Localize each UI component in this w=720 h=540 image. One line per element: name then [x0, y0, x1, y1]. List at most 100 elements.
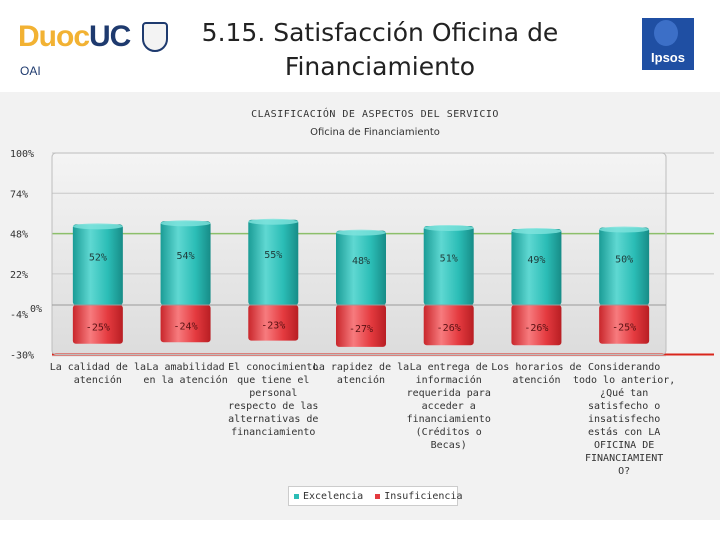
logo-part-uc: UC — [89, 20, 131, 53]
logo-part-duoc: Duoc — [18, 20, 90, 53]
bar-insuficiencia — [423, 305, 474, 346]
legend-label-insuficiencia: Insuficiencia — [384, 490, 463, 502]
duoc-uc-logo: DuocUC — [18, 20, 131, 54]
data-label-excelencia: 55% — [264, 250, 282, 261]
x-category-label-line: atención — [74, 374, 122, 386]
legend-item-excelencia: Excelencia — [294, 491, 363, 502]
x-category-label-line: personal — [249, 388, 297, 399]
x-category-label-line: ¿Qué tan — [600, 387, 648, 399]
bar-insuficiencia — [160, 305, 211, 343]
data-label-insuficiencia: -26% — [524, 323, 548, 334]
x-category-label-line: financiamiento — [407, 414, 491, 425]
data-label-insuficiencia: -23% — [261, 321, 285, 332]
bar-insuficiencia — [248, 305, 299, 341]
bar-excelencia-cap — [511, 228, 562, 235]
bar-insuficiencia — [72, 305, 123, 344]
x-category-label-line: La amabilidad — [146, 362, 224, 373]
x-category-label-line: insatisfecho — [588, 414, 660, 425]
legend-swatch-excelencia — [294, 493, 299, 499]
data-label-excelencia: 48% — [352, 256, 370, 267]
x-category-label-line: Los horarios de — [491, 362, 581, 373]
x-category-label-line: respecto de las — [228, 401, 318, 412]
legend-label-excelencia: Excelencia — [303, 490, 364, 502]
slide-header: DuocUC OAI 5.15. Satisfacción Oficina de… — [0, 0, 720, 92]
bar-excelencia — [423, 225, 474, 305]
bar-excelencia — [248, 219, 299, 305]
legend-swatch-insuficiencia — [375, 493, 381, 499]
bar-excelencia — [336, 230, 386, 305]
x-category-label: La amabilidad en la atención — [143, 362, 227, 386]
x-category-label: Considerando todo lo anterior, ¿Qué tan sat… — [573, 362, 675, 477]
ipsos-logo-text: Ipsos — [651, 50, 685, 65]
x-category-label-line: acceder a — [422, 401, 476, 412]
chart-subtitle: Oficina de Financiamiento — [310, 127, 440, 138]
bar-excelencia — [599, 227, 650, 305]
x-category-label-line: atención — [512, 374, 560, 386]
x-category-label-line: La rapidez de la — [313, 362, 409, 373]
x-category-label-line: información — [416, 374, 482, 386]
data-label-insuficiencia: -27% — [349, 324, 373, 335]
chart-legend: Excelencia Insuficiencia — [288, 486, 463, 506]
x-category-label-line: O? — [618, 466, 630, 477]
x-category-label-line: (Créditos o — [416, 426, 482, 438]
bar-excelencia-cap — [599, 226, 650, 233]
bar-excelencia — [160, 221, 211, 305]
data-label-insuficiencia: -25% — [86, 322, 110, 333]
bar-excelencia-cap — [160, 220, 211, 227]
bar-insuficiencia — [599, 305, 650, 344]
x-category-label-line: requerida para — [407, 388, 491, 399]
x-category-label-line: OFICINA DE — [594, 440, 654, 451]
data-label-insuficiencia: -24% — [174, 321, 198, 332]
x-category-label-line: en la atención — [143, 374, 227, 386]
data-label-excelencia: 54% — [177, 251, 195, 262]
x-category-label-line: La calidad de la — [50, 362, 146, 373]
x-category-label-line: alternativas de — [228, 414, 318, 425]
y-tick-label: 0% — [30, 304, 42, 315]
bar-insuficiencia — [336, 305, 386, 347]
y-tick-label: 74% — [10, 189, 28, 200]
data-label-insuficiencia: -26% — [437, 323, 461, 334]
x-category-label-line: estás con LA — [588, 426, 660, 438]
slide-title: 5.15. Satisfacción Oficina de Financiami… — [201, 18, 559, 81]
bar-insuficiencia — [511, 305, 562, 346]
x-category-label: La entrega de información requerida para ac… — [407, 362, 491, 451]
data-label-excelencia: 50% — [615, 254, 633, 265]
x-category-label-line: El conocimiento — [228, 362, 318, 373]
data-label-excelencia: 49% — [527, 255, 545, 266]
y-tick-label: 22% — [10, 270, 28, 281]
x-category-label-line: atención — [337, 374, 385, 386]
footer-strip — [0, 520, 720, 540]
bar-excelencia-cap — [72, 223, 123, 230]
y-tick-label: -4% — [10, 310, 28, 321]
y-tick-label: -30% — [10, 351, 34, 362]
x-category-label: Los horarios de atención — [491, 362, 581, 386]
y-tick-label: 100% — [10, 149, 34, 160]
x-category-label-line: financiamiento — [231, 427, 315, 438]
unit-label: OAI — [20, 64, 41, 78]
x-category-label-line: que tiene el — [237, 375, 309, 386]
data-label-excelencia: 51% — [440, 254, 458, 265]
legend-item-insuficiencia: Insuficiencia — [375, 490, 463, 502]
x-category-label: El conocimiento que tiene el personal respe… — [228, 362, 318, 438]
chart-title: CLASIFICACIÓN DE ASPECTOS DEL SERVICIO — [251, 109, 499, 120]
x-category-label: La rapidez de la atención — [313, 362, 409, 386]
x-category-label-line: todo lo anterior, — [573, 375, 675, 386]
y-tick-label: 48% — [10, 230, 28, 241]
bar-excelencia-cap — [423, 224, 474, 231]
x-category-label-line: FINANCIAMIENT — [585, 453, 663, 464]
x-category-label-line: La entrega de — [410, 362, 488, 373]
x-category-label-line: satisfecho o — [588, 401, 660, 412]
plot-frame — [51, 152, 667, 355]
bar-excelencia — [72, 224, 123, 305]
ipsos-logo-circle-icon — [654, 20, 678, 46]
data-label-excelencia: 52% — [89, 253, 107, 264]
data-label-insuficiencia: -25% — [612, 322, 636, 333]
university-seal-icon — [142, 22, 168, 52]
ipsos-logo: Ipsos — [642, 18, 694, 70]
bar-excelencia-cap — [336, 229, 386, 236]
bar-excelencia-cap — [248, 218, 299, 225]
x-category-label-line: Considerando — [588, 362, 660, 373]
x-category-label-line: Becas) — [431, 440, 467, 451]
bar-excelencia — [511, 229, 562, 305]
